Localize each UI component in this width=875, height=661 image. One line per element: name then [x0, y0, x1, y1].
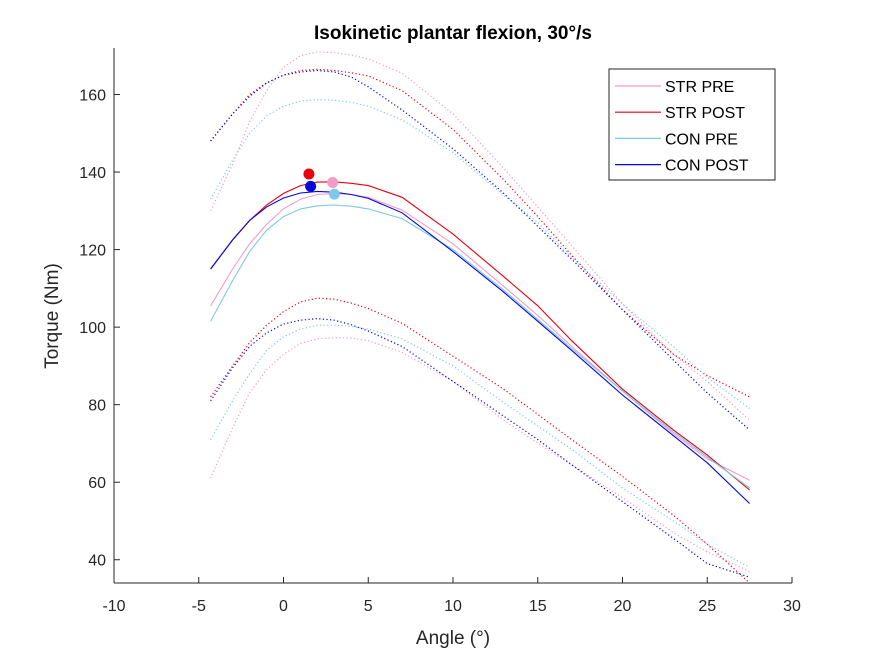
y-tick-label-5: 140 — [79, 165, 106, 182]
x-tick-label-0: -10 — [102, 598, 125, 615]
legend-label-0: STR PRE — [665, 79, 734, 96]
legend-label-3: CON POST — [665, 158, 749, 175]
series-1-peak-marker — [303, 168, 315, 180]
y-axis-label: Torque (Nm) — [42, 263, 63, 369]
series-2 — [210, 98, 750, 569]
chart-title: Isokinetic plantar flexion, 30°/s — [314, 23, 592, 44]
series-3-sd-lower-line — [210, 317, 750, 578]
series-2-peak-marker — [328, 188, 340, 200]
series-0-mean-line — [210, 192, 750, 481]
series-1-mean-line — [210, 181, 750, 491]
x-axis-label: Angle (°) — [416, 628, 490, 649]
legend-label-1: STR POST — [665, 105, 745, 122]
axes: -10 -5 0 5 10 15 20 25 30 40 60 80 100 120 140 160 — [79, 48, 801, 615]
y-tick-label-6: 160 — [79, 88, 106, 105]
y-tick-label-0: 40 — [88, 553, 106, 570]
x-tick-label-1: -5 — [192, 598, 206, 615]
x-tick-label-4: 10 — [444, 598, 462, 615]
series-3-mean-line — [210, 190, 750, 504]
x-tick-label-6: 20 — [614, 598, 632, 615]
series-2-mean-line — [210, 204, 750, 489]
legend-label-2: CON PRE — [665, 131, 738, 148]
x-tick-label-5: 15 — [529, 598, 547, 615]
series-3-peak-marker — [305, 180, 317, 192]
series-1 — [210, 68, 751, 584]
x-tick-label-2: 0 — [279, 598, 288, 615]
y-tick-label-2: 80 — [88, 398, 106, 415]
series-0-peak-marker — [327, 177, 339, 189]
y-tick-label-4: 120 — [79, 243, 106, 260]
x-tick-label-7: 25 — [698, 598, 716, 615]
series-1-sd-lower-line — [210, 297, 751, 584]
plot-area — [210, 51, 751, 584]
series-2-sd-lower-line — [210, 324, 750, 569]
x-tick-label-3: 5 — [364, 598, 373, 615]
legend-box — [608, 68, 776, 181]
y-tick-label-3: 100 — [79, 320, 106, 337]
x-tick-label-8: 30 — [783, 598, 801, 615]
y-tick-label-1: 60 — [88, 475, 106, 492]
series-3-sd-upper-line — [210, 69, 750, 431]
legend: STR PRE STR POST CON PRE CON POST — [608, 68, 776, 181]
series-2-sd-upper-line — [210, 98, 750, 409]
series-3 — [210, 69, 750, 578]
series-0-sd-lower-line — [210, 336, 750, 572]
